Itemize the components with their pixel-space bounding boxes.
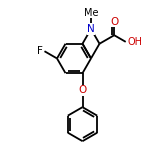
- Text: O: O: [78, 85, 87, 95]
- Text: O: O: [110, 17, 118, 27]
- Text: N: N: [87, 24, 95, 34]
- Text: OH: OH: [128, 37, 143, 47]
- Text: Me: Me: [84, 8, 98, 18]
- Text: F: F: [37, 46, 43, 56]
